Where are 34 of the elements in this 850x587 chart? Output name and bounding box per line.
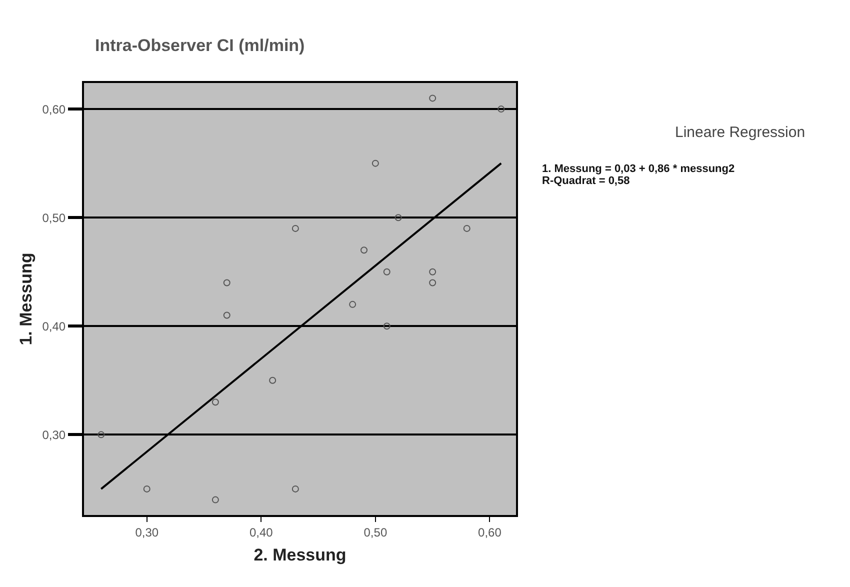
point bbox=[463, 224, 470, 232]
point bbox=[292, 224, 299, 232]
point bbox=[212, 398, 219, 406]
chart-title: Intra-Observer CI (ml/min) bbox=[95, 36, 305, 55]
point bbox=[292, 485, 299, 492]
point bbox=[223, 279, 230, 286]
y-tick-label: 0,60 bbox=[42, 102, 66, 116]
point bbox=[212, 496, 219, 504]
point bbox=[429, 268, 436, 276]
point bbox=[360, 246, 368, 254]
y-tick-label: 0,30 bbox=[42, 428, 66, 442]
text: R-Quadrat = 0,58 bbox=[542, 175, 630, 187]
point bbox=[383, 322, 390, 330]
point bbox=[429, 279, 436, 286]
point bbox=[223, 312, 230, 319]
point bbox=[383, 268, 390, 276]
point bbox=[269, 376, 276, 384]
x-tick-label: 0,30 bbox=[135, 525, 159, 540]
text: Lineare Regression bbox=[675, 124, 806, 141]
point bbox=[394, 214, 402, 222]
point bbox=[429, 94, 436, 102]
point bbox=[372, 160, 379, 167]
point bbox=[98, 431, 105, 438]
x-tick-label: 0,50 bbox=[364, 525, 388, 540]
x-tick-label: 0,40 bbox=[249, 525, 274, 540]
text: 1. Messung = 0,03 + 0,86 * messung2 bbox=[542, 163, 735, 175]
point bbox=[143, 485, 150, 492]
y-axis-title: 1. Messung bbox=[16, 252, 36, 346]
y-tick-label: 0,50 bbox=[42, 210, 66, 225]
point bbox=[349, 300, 356, 308]
x-tick-label: 0,60 bbox=[478, 525, 502, 540]
y-tick-label: 0,40 bbox=[42, 319, 66, 334]
point bbox=[498, 106, 505, 113]
x-axis-title: 2. Messung bbox=[254, 545, 346, 564]
